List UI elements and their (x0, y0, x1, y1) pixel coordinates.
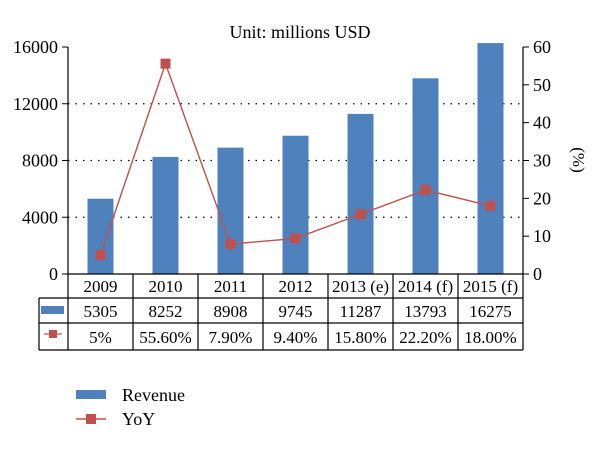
yoy-point-2012 (290, 233, 301, 244)
y-right-tick-label: 60 (533, 37, 551, 57)
revenue-data-label: 5305 (84, 302, 118, 321)
y-right-tick-label: 20 (533, 188, 551, 208)
bar-revenue-2012 (282, 135, 309, 274)
y-right-tick-label: 30 (533, 151, 551, 171)
legend-revenue-label: Revenue (122, 385, 185, 405)
x-tick-label: 2012 (279, 277, 313, 296)
bar-revenue-2014 (412, 78, 439, 274)
y-right-tick-label: 40 (533, 113, 551, 133)
revenue-data-label: 16275 (469, 302, 512, 321)
revenue-data-label: 13793 (404, 302, 447, 321)
revenue-data-label: 8252 (149, 302, 183, 321)
yoy-data-label: 9.40% (274, 328, 318, 347)
legend: Revenue YoY (76, 385, 185, 429)
bar-revenue-2015 (477, 43, 504, 275)
y-left-tick-label: 12000 (13, 94, 58, 114)
y-right-tick-label: 50 (533, 75, 551, 95)
bar-revenue-2011 (217, 147, 244, 274)
revenue-data-label: 9745 (279, 302, 313, 321)
x-tick-label: 2010 (149, 277, 183, 296)
yoy-point-2014 (420, 185, 431, 196)
y-left-tick-label: 8000 (22, 151, 58, 171)
revenue-bars (87, 43, 504, 275)
x-tick-label: 2015 (f) (463, 277, 518, 296)
y-left-tick-label: 4000 (22, 207, 58, 227)
legend-yoy-label: YoY (122, 409, 155, 429)
bar-revenue-2013 (347, 113, 374, 274)
y-left-tick-label: 0 (49, 264, 58, 284)
legend-revenue-swatch (76, 390, 106, 399)
revenue-data-label: 8908 (214, 302, 248, 321)
yoy-data-label: 22.20% (399, 328, 451, 347)
yoy-point-2009 (95, 250, 106, 261)
yoy-data-label: 7.90% (209, 328, 253, 347)
axes (62, 46, 529, 275)
x-tick-label: 2011 (214, 277, 247, 296)
y-right-tick-label: 10 (533, 226, 551, 246)
tick-labels: 0 4000 8000 12000 16000 0 10 20 30 40 50 60 (13, 37, 551, 284)
yoy-data-label: 18.00% (464, 328, 516, 347)
yoy-row-key-marker (49, 330, 57, 338)
revenue-data-label: 11287 (340, 302, 382, 321)
gridlines (68, 103, 523, 218)
x-tick-label: 2014 (f) (398, 277, 453, 296)
yoy-data-label: 5% (89, 328, 112, 347)
bar-revenue-2010 (152, 156, 179, 274)
yoy-data-label: 15.80% (334, 328, 386, 347)
x-tick-label: 2009 (84, 277, 118, 296)
x-tick-label: 2013 (e) (332, 277, 389, 296)
yoy-data-label: 55.60% (139, 328, 191, 347)
chart-title: Unit: millions USD (229, 22, 370, 42)
revenue-row-key (41, 306, 64, 314)
y-left-tick-label: 16000 (13, 37, 58, 57)
yoy-point-2015 (485, 200, 496, 211)
yoy-point-2010 (160, 58, 171, 69)
yoy-point-2013 (355, 209, 366, 220)
y-right-axis-label: (%) (569, 147, 588, 172)
bar-revenue-2009 (87, 198, 114, 274)
y-right-tick-label: 0 (533, 264, 542, 284)
yoy-point-2011 (225, 239, 236, 250)
yoy-line (95, 58, 496, 261)
legend-yoy-marker (86, 414, 96, 424)
data-table: 2009 2010 2011 2012 2013 (e) 2014 (f) 2015 (f)… (38, 274, 524, 351)
